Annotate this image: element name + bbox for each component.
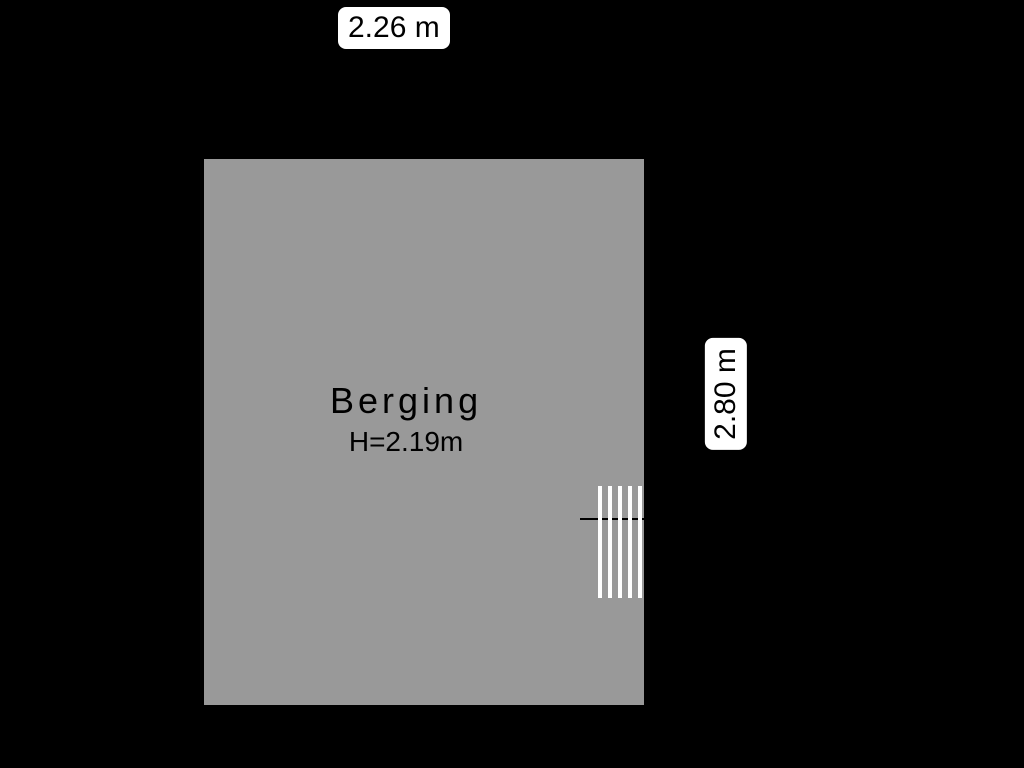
room-label: Berging H=2.19m — [330, 380, 482, 458]
door-jamb — [598, 486, 602, 598]
room-name: Berging — [330, 380, 482, 422]
door-jamb — [608, 486, 612, 598]
dimension-height-label: 2.80 m — [705, 338, 747, 450]
door-opening — [598, 486, 644, 598]
dimension-width-label: 2.26 m — [338, 7, 450, 49]
door-jamb — [618, 486, 622, 598]
door-jamb — [638, 486, 642, 598]
door-jamb — [628, 486, 632, 598]
room-height-label: H=2.19m — [330, 426, 482, 458]
